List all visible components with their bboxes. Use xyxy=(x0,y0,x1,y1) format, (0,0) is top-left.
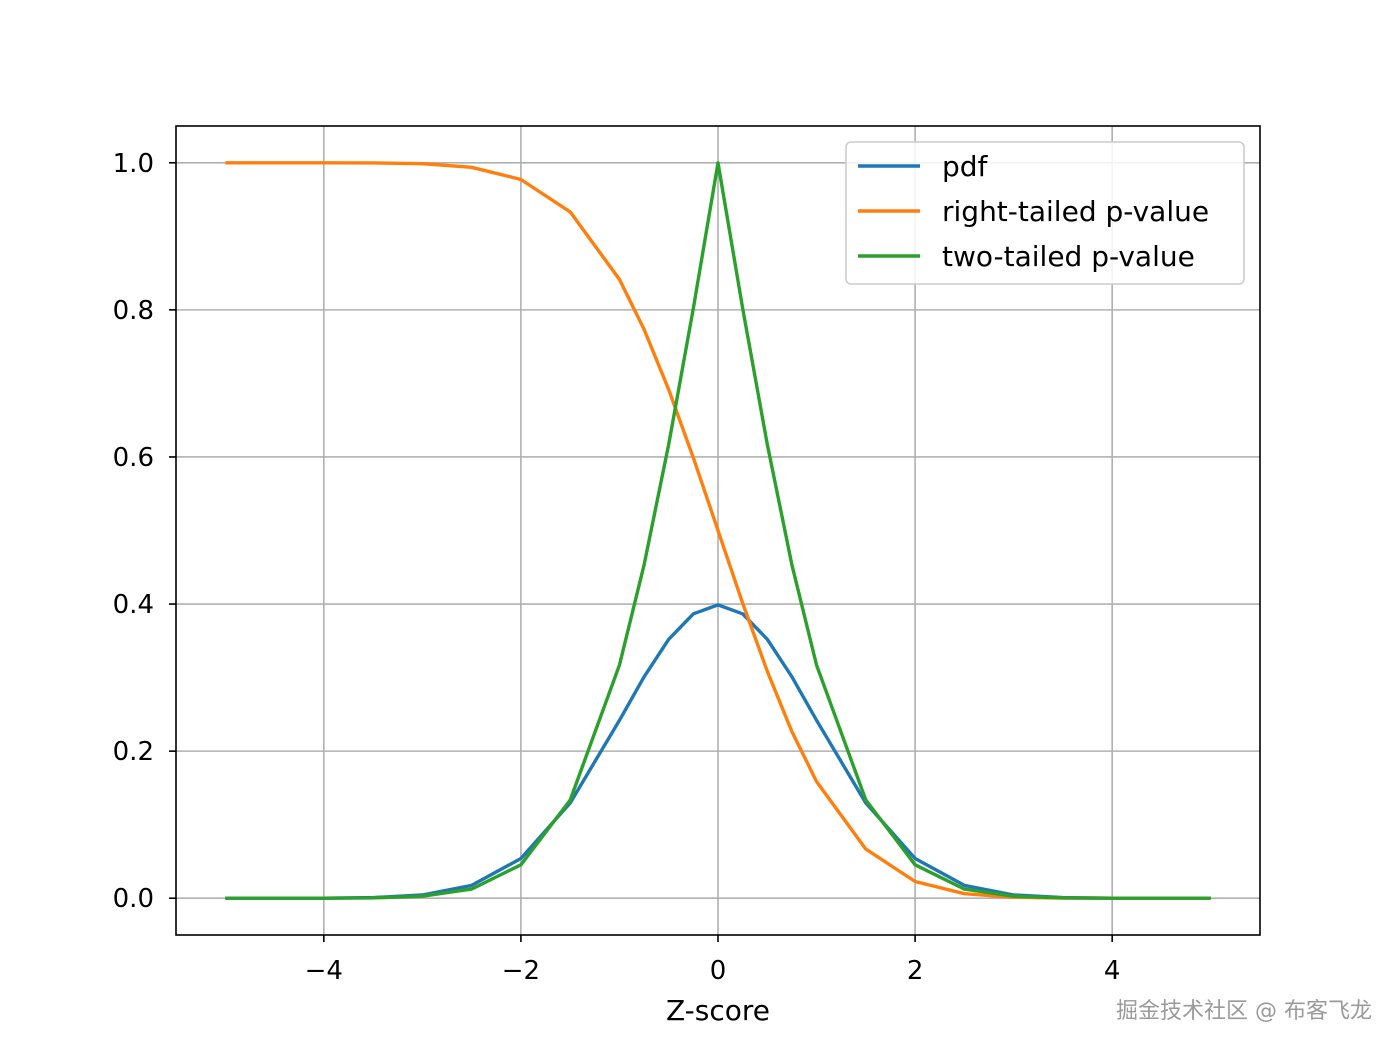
x-axis-ticks: −4 −2 0 2 4 xyxy=(305,935,1121,986)
x-tick-label: 4 xyxy=(1104,956,1121,986)
x-tick-label: −2 xyxy=(502,956,540,986)
legend-label: right-tailed p-value xyxy=(942,195,1209,228)
x-tick-label: −4 xyxy=(305,956,343,986)
series-lines xyxy=(225,161,1211,900)
legend: pdf right-tailed p-value two-tailed p-valu… xyxy=(845,141,1245,285)
series-line-2 xyxy=(225,161,1211,900)
y-tick-label: 0.6 xyxy=(113,443,154,473)
y-tick-label: 0.4 xyxy=(113,590,154,620)
legend-label: pdf xyxy=(942,150,989,183)
y-tick-label: 0.8 xyxy=(113,296,154,326)
y-tick-label: 0.2 xyxy=(113,737,154,767)
y-axis-ticks: 0.0 0.2 0.4 0.6 0.8 1.0 xyxy=(113,149,176,914)
watermark: 掘金技术社区 @ 布客飞龙 xyxy=(1116,999,1372,1024)
x-axis-label: Z-score xyxy=(666,994,770,1027)
y-tick-label: 1.0 xyxy=(113,149,154,179)
x-tick-label: 0 xyxy=(710,956,727,986)
x-tick-label: 2 xyxy=(907,956,924,986)
y-tick-label: 0.0 xyxy=(113,884,154,914)
legend-label: two-tailed p-value xyxy=(942,240,1195,273)
legend-box xyxy=(845,141,1245,285)
